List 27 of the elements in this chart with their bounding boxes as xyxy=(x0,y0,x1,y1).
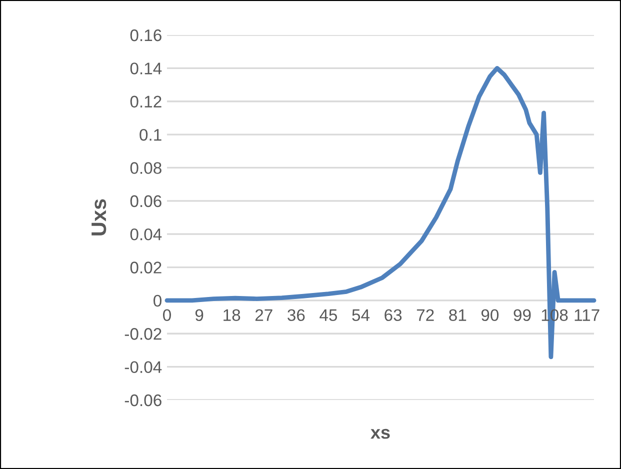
x-tick-label: 72 xyxy=(416,309,434,321)
x-tick-label: 81 xyxy=(449,309,466,322)
x-tick-label: 36 xyxy=(288,309,305,322)
x-tick-label: 90 xyxy=(481,309,499,322)
y-tick-label: 0.1 xyxy=(140,128,162,141)
y-tick-label: 0.16 xyxy=(130,29,162,42)
x-tick-label: 18 xyxy=(224,309,240,322)
y-tick-label: 0.04 xyxy=(130,228,162,240)
x-tick-label: 0 xyxy=(163,309,171,322)
y-tick-label: 0.02 xyxy=(130,262,162,274)
x-tick-label: 99 xyxy=(514,309,531,322)
x-tick-label: 27 xyxy=(255,309,272,321)
y-tick-label: 0.08 xyxy=(130,162,162,174)
x-tick-label: 54 xyxy=(352,309,370,322)
y-tick-label: 0 xyxy=(154,294,162,307)
x-tick-label: 45 xyxy=(320,309,338,322)
x-tick-label: 63 xyxy=(384,309,402,322)
x-tick-label: 117 xyxy=(574,309,600,321)
y-tick-label: 0.06 xyxy=(130,195,162,208)
y-axis-title: Uxs xyxy=(92,199,106,236)
x-tick-label: 9 xyxy=(195,309,204,322)
y-tick-label: -0.06 xyxy=(124,394,162,406)
y-tick-label: 0.12 xyxy=(130,96,162,108)
x-axis-title: xs xyxy=(370,428,390,439)
y-tick-label: 0.14 xyxy=(130,62,162,74)
y-tick-label: -0.02 xyxy=(124,328,162,340)
y-tick-label: -0.04 xyxy=(124,361,162,374)
